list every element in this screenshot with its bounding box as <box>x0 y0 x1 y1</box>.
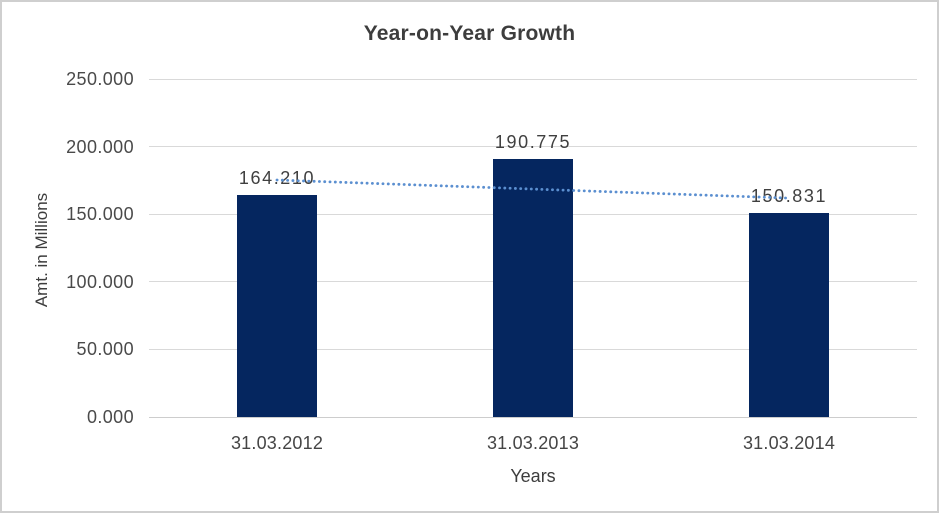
bar <box>749 213 829 417</box>
y-tick-label: 100.000 <box>66 271 134 292</box>
x-axis-line <box>149 416 917 418</box>
bar-value-label: 164.210 <box>238 167 316 188</box>
chart-title: Year-on-Year Growth <box>363 22 576 45</box>
x-tick-label: 31.03.2012 <box>230 433 324 453</box>
bar <box>237 194 317 417</box>
x-axis-tick-labels: 31.03.2012 31.03.2013 31.03.2014 <box>149 433 917 455</box>
y-tick-label: 150.000 <box>66 204 134 225</box>
y-tick-label: 200.000 <box>66 136 134 157</box>
y-tick-label: 250.000 <box>66 69 134 89</box>
plot-area: 164.210 190.775 150.831 <box>149 78 917 418</box>
y-tick-label: 0.000 <box>86 407 134 427</box>
gridline <box>149 146 917 148</box>
x-tick-label: 31.03.2013 <box>486 433 580 453</box>
gridline <box>149 78 917 80</box>
x-tick-label: 31.03.2014 <box>742 433 836 453</box>
y-tick-label: 50.000 <box>76 339 134 360</box>
x-axis-title: Years <box>510 466 556 486</box>
bar <box>493 159 573 417</box>
y-axis-tick-labels: 0.000 50.000 100.000 150.000 200.000 250.000 <box>2 69 134 427</box>
trendline <box>275 178 791 200</box>
bar-value-label: 190.775 <box>494 132 572 153</box>
bar-value-label: 150.831 <box>750 186 828 207</box>
